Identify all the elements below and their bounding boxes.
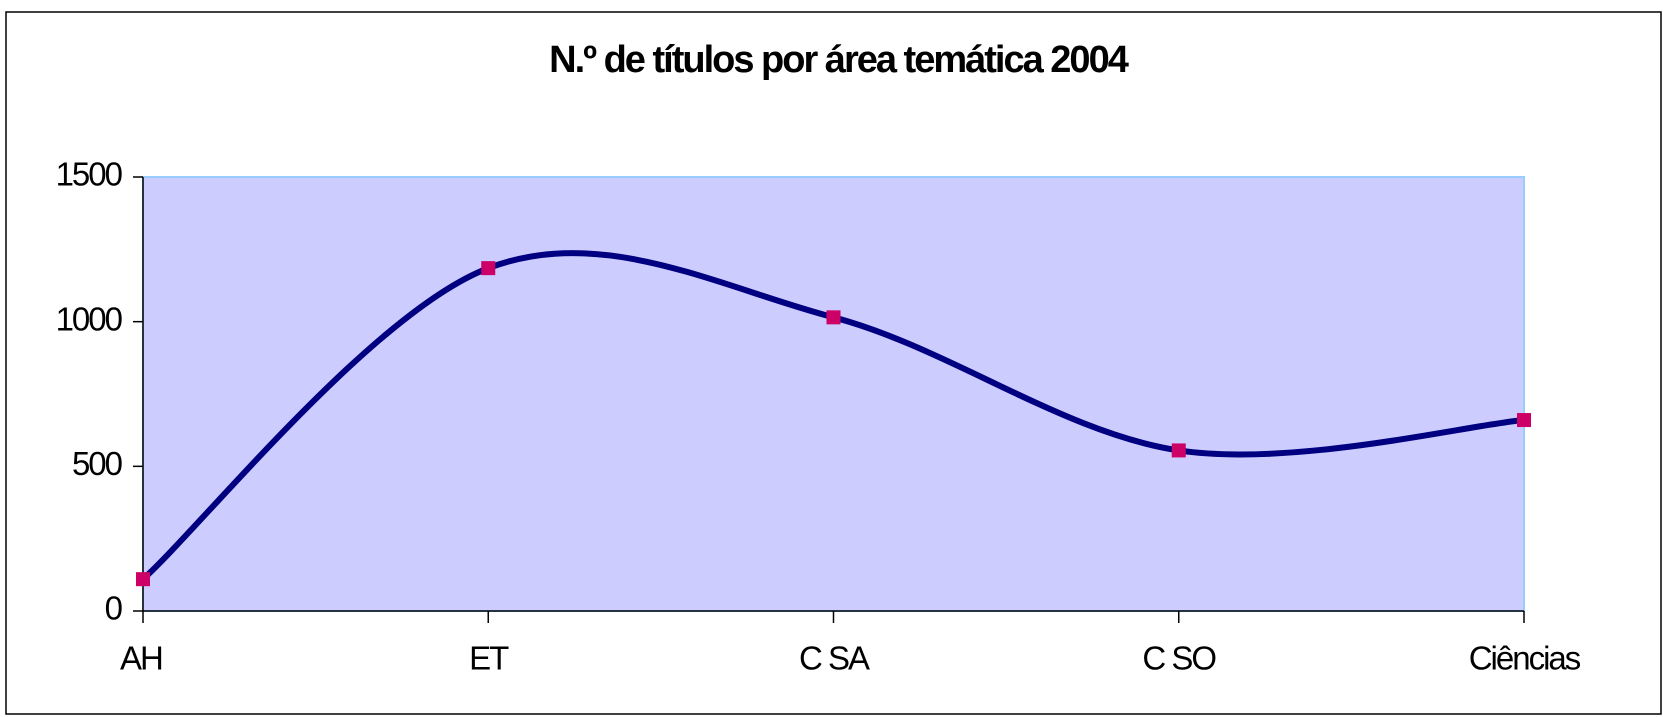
data-point xyxy=(1517,413,1531,428)
data-point xyxy=(1171,443,1186,458)
plot-area xyxy=(142,176,1525,612)
y-tick-label: 0 xyxy=(105,590,123,627)
data-point xyxy=(136,572,150,587)
data-point xyxy=(826,310,841,325)
y-tick-label: 1500 xyxy=(56,156,123,193)
x-tick-label: C SO xyxy=(1142,640,1216,677)
x-tick-label: AH xyxy=(120,640,162,677)
x-tick-label: C SA xyxy=(799,640,870,677)
data-point xyxy=(481,261,496,276)
x-tick-label: Ciências xyxy=(1469,640,1581,677)
y-tick-label: 1000 xyxy=(56,300,123,337)
y-tick-label: 500 xyxy=(72,445,123,482)
series-line xyxy=(140,250,1525,582)
chart-title: N.º de títulos por área temática 2004 xyxy=(549,39,1129,81)
x-tick-label: ET xyxy=(469,640,509,677)
